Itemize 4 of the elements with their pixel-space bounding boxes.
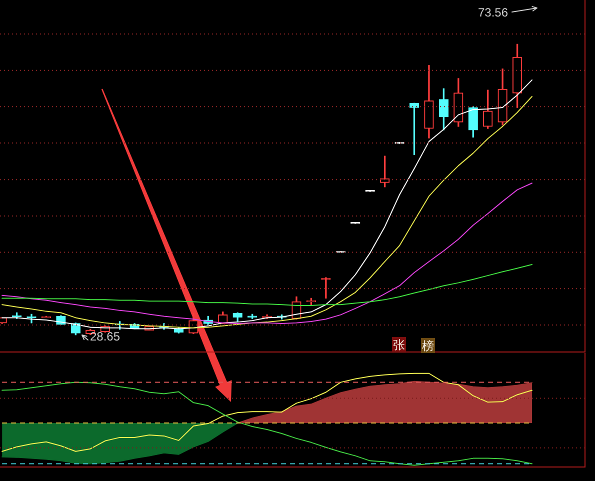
text: 张 — [393, 338, 405, 352]
text: 榜 — [422, 338, 434, 353]
annotation: 28.65 — [90, 329, 120, 344]
text: 73.56 — [478, 5, 508, 20]
